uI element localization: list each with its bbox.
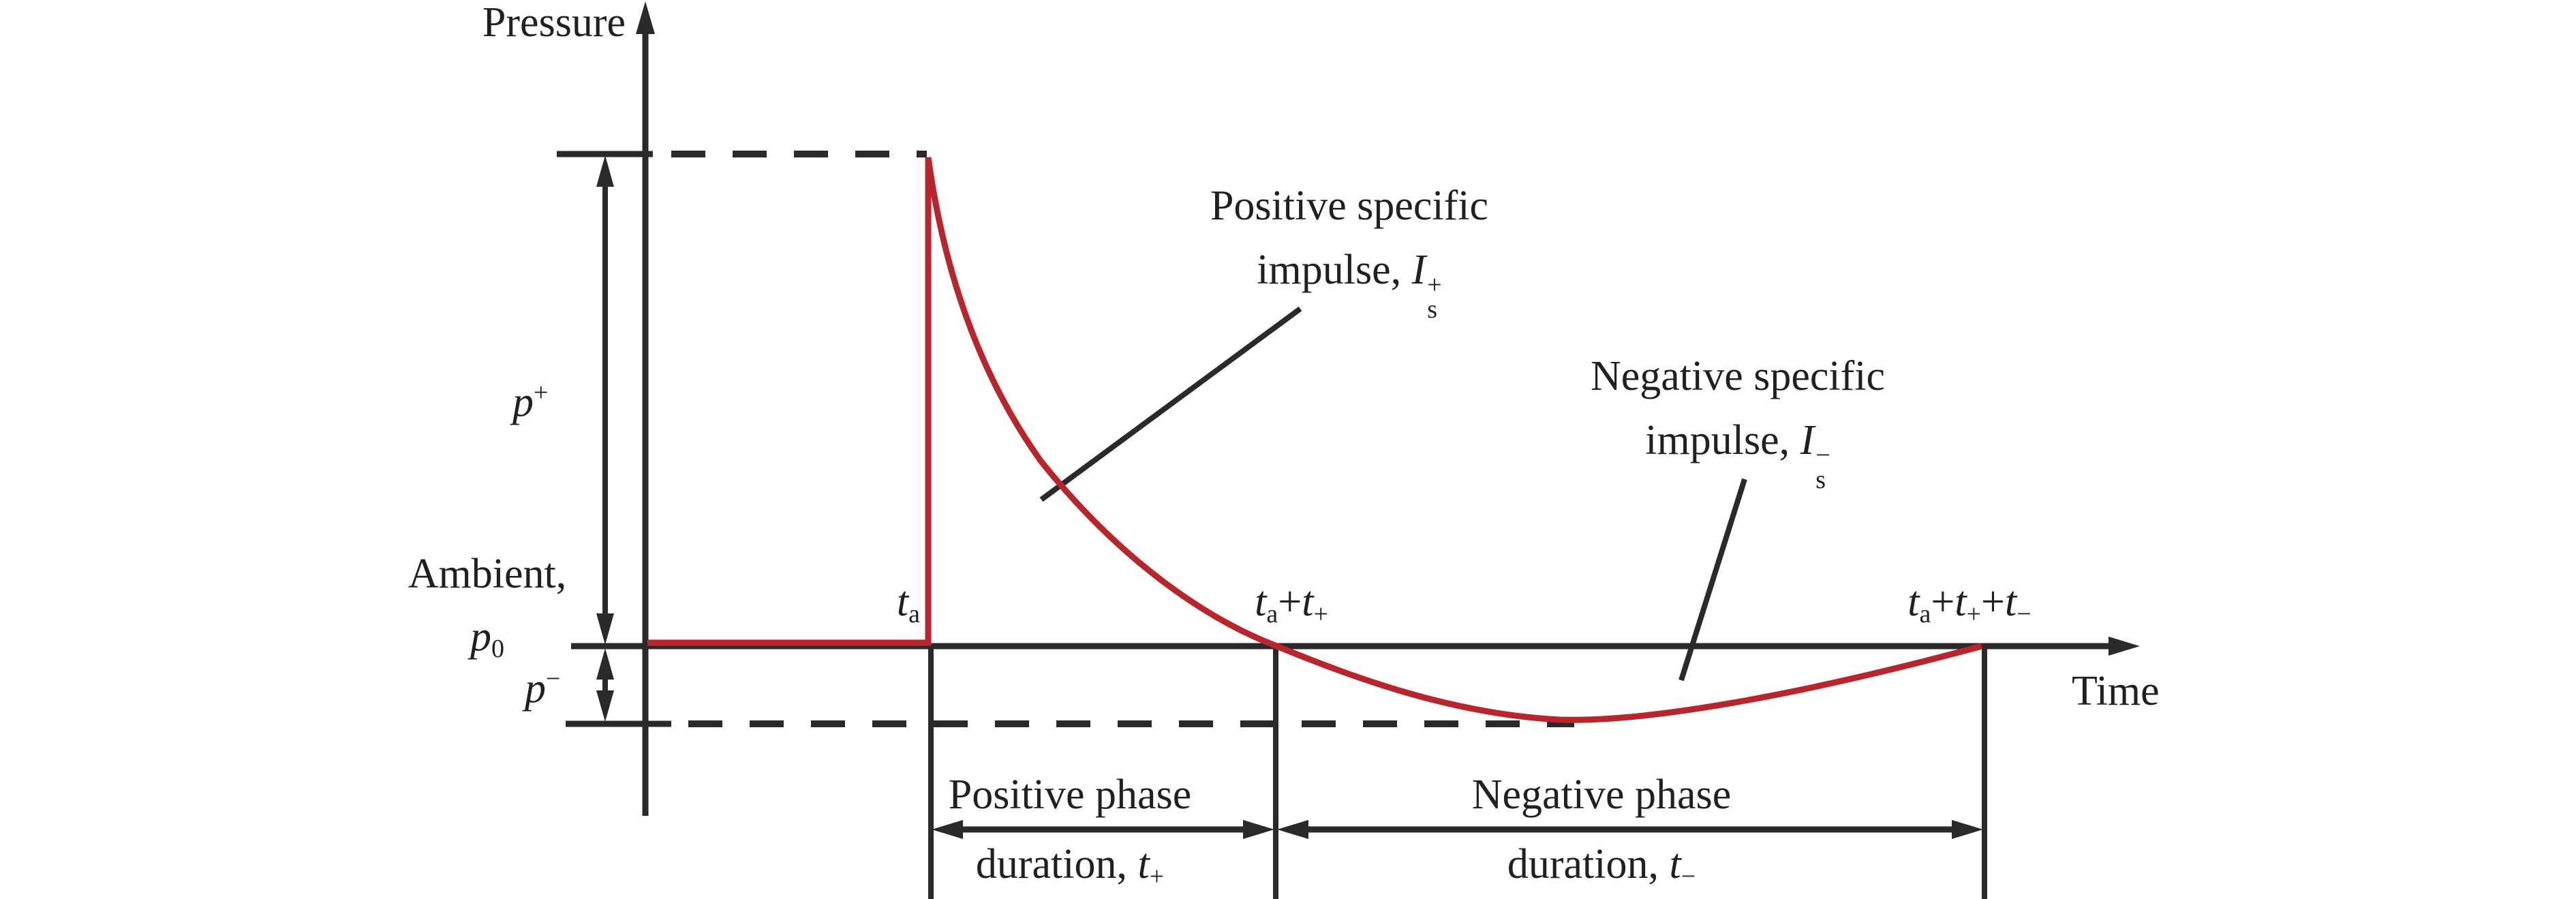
negative-phase-line2-prefix: duration,	[1507, 841, 1670, 887]
tick-label-ta: ta	[845, 581, 920, 627]
tminus-base: t	[2005, 579, 2017, 625]
negative-duration-arrowhead-left	[1277, 820, 1308, 839]
plus-sign: +	[1278, 579, 1302, 625]
time-axis-label-text: Time	[2072, 668, 2160, 714]
negative-duration-arrowhead-right	[1952, 820, 1983, 839]
positive-phase-line1: Positive phase	[903, 760, 1237, 829]
impulse-symbol: I	[1800, 417, 1815, 463]
tplus-base: t	[1302, 579, 1314, 625]
p-minus-arrow-down	[596, 690, 614, 722]
tplus-subscript: +	[1966, 600, 1982, 628]
impulse-subscript: s	[1427, 295, 1438, 324]
tminus-base: t	[1669, 841, 1681, 887]
positive-impulse-leader-line	[1039, 306, 1302, 502]
ambient-pressure-label: Ambient, p0	[354, 543, 620, 680]
ambient-word-text: Ambient,	[408, 551, 567, 597]
positive-phase-annotation: Positive phase duration, t+	[903, 760, 1237, 899]
p-plus-arrow-down	[596, 613, 614, 645]
ambient-word: Ambient,	[354, 543, 620, 605]
positive-impulse-line2-prefix: impulse,	[1257, 247, 1412, 293]
tminus-subscript: −	[1681, 862, 1696, 891]
positive-phase-line1-text: Positive phase	[948, 772, 1192, 818]
plus-sign: +	[1981, 579, 2006, 625]
negative-impulse-line2: impulse, I − s	[1561, 408, 1915, 494]
ta-subscript: a	[1919, 600, 1931, 628]
positive-duration-arrowhead-left	[932, 820, 963, 839]
p-plus-arrow-up	[596, 155, 614, 187]
ta-base: t	[1907, 579, 1920, 625]
p-plus-superscript: +	[534, 378, 549, 407]
ta-subscript: a	[1266, 600, 1278, 628]
p-plus-base: p	[512, 379, 534, 425]
negative-phase-line2: duration, t−	[1370, 829, 1833, 899]
positive-phase-line2-prefix: duration,	[975, 841, 1138, 887]
negative-phase-annotation: Negative phase duration, t−	[1370, 760, 1833, 899]
tplus-subscript: +	[1313, 600, 1328, 628]
positive-phase-line2: duration, t+	[903, 829, 1237, 899]
negative-phase-line1-text: Negative phase	[1471, 772, 1732, 818]
impulse-symbol-subsup: − s	[1815, 441, 1830, 494]
ta-base: t	[1255, 579, 1267, 625]
impulse-superscript: +	[1427, 271, 1442, 299]
impulse-symbol: I	[1411, 247, 1426, 293]
negative-phase-line1: Negative phase	[1370, 760, 1833, 829]
ta-subscript: a	[908, 600, 920, 628]
p0-base: p	[470, 613, 491, 660]
tplus-subscript: +	[1149, 862, 1165, 891]
positive-impulse-line2: impulse, I + s	[1159, 238, 1540, 322]
p0-subscript: 0	[491, 635, 504, 663]
negative-impulse-line2-prefix: impulse,	[1645, 417, 1800, 463]
impulse-subscript: s	[1815, 466, 1826, 494]
negative-impulse-annotation: Negative specific impulse, I − s	[1561, 344, 1915, 494]
impulse-symbol-subsup: + s	[1427, 271, 1442, 324]
pressure-axis-arrowhead	[636, 1, 655, 34]
tplus-base: t	[1137, 841, 1150, 887]
ta-base: t	[896, 579, 909, 625]
ambient-symbol: p0	[354, 605, 620, 680]
time-axis-arrowhead	[2109, 637, 2140, 656]
negative-impulse-line1: Negative specific	[1561, 344, 1915, 408]
positive-impulse-line1: Positive specific	[1159, 174, 1540, 238]
tminus-subscript: −	[2017, 600, 2031, 628]
time-axis-label: Time	[2072, 670, 2160, 712]
pressure-curve	[647, 157, 1983, 723]
pressure-axis-label: Pressure	[368, 1, 626, 44]
tick-label-ta-tplus: ta+t+	[1206, 581, 1377, 627]
pressure-axis-label-text: Pressure	[482, 0, 626, 46]
plus-sign: +	[1931, 579, 1955, 625]
negative-impulse-line1-text: Negative specific	[1590, 353, 1886, 399]
p-minus-base: p	[525, 665, 546, 712]
impulse-superscript: −	[1815, 441, 1830, 470]
positive-impulse-line1-text: Positive specific	[1210, 183, 1489, 229]
p-minus-superscript: −	[546, 665, 561, 693]
tplus-base: t	[1954, 579, 1967, 625]
positive-duration-arrowhead-right	[1243, 820, 1274, 839]
negative-impulse-leader-line	[1678, 478, 1747, 682]
peak-overpressure-label: p+	[512, 380, 548, 423]
p-minus-arrow-up	[596, 648, 614, 680]
negative-pressure-label: p−	[525, 666, 560, 710]
positive-impulse-annotation: Positive specific impulse, I + s	[1159, 174, 1540, 322]
tick-label-ta-tplus-tminus: ta+t++t−	[1850, 581, 2089, 627]
